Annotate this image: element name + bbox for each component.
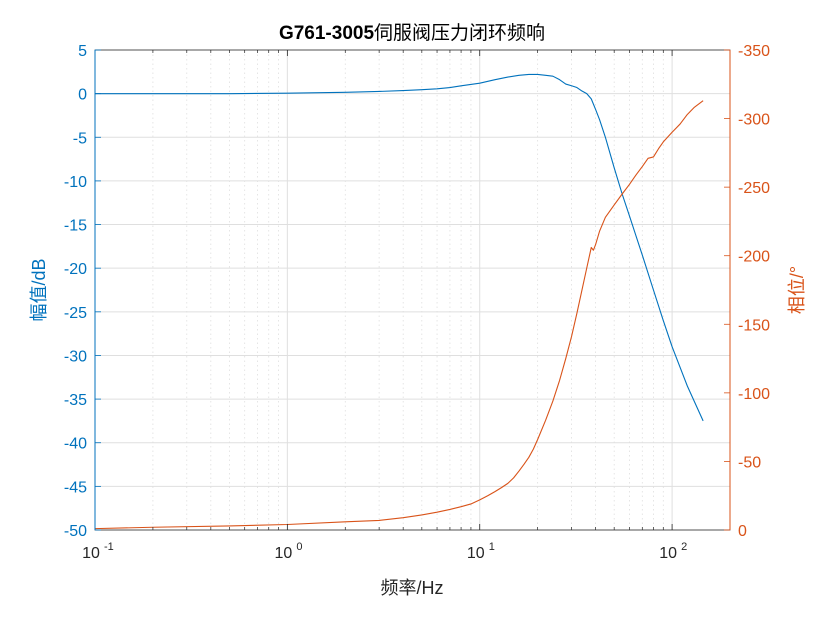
y-axis-label-right: 相位/° — [787, 266, 807, 314]
y-right-tick-label: -150 — [738, 317, 770, 334]
y-left-tick-label: -25 — [64, 305, 87, 322]
y-left-tick-label: -50 — [64, 523, 87, 540]
y-left-tick-label: -40 — [64, 436, 87, 453]
x-axis-label: 频率/Hz — [381, 578, 444, 598]
data-lines — [94, 73, 704, 530]
x-tick-exponent: 1 — [489, 541, 495, 553]
y-right-tick-label: -50 — [738, 454, 761, 471]
amplitude-series-line — [95, 73, 704, 422]
y-left-tick-label: -20 — [64, 261, 87, 278]
chart-title: G761-3005伺服阀压力闭环频响 — [279, 22, 545, 44]
x-tick-label: 10 — [274, 545, 292, 562]
y-left-tick-label: -30 — [64, 348, 87, 365]
plot-background — [95, 50, 730, 530]
y-right-tick-label: -100 — [738, 386, 770, 403]
axis-ticks — [94, 49, 731, 531]
y-left-tick-label: -5 — [73, 130, 87, 147]
y-left-tick-label: -10 — [64, 174, 87, 191]
x-tick-exponent: 2 — [681, 541, 687, 553]
tick-labels: 10 -1 10 0 10 1 10 2 5 0 -5 -10 -15 -20 -25 -30 -35 -40 -4… — [64, 43, 770, 562]
y-right-tick-label: -200 — [738, 249, 770, 266]
y-left-tick-label: -15 — [64, 218, 87, 235]
x-tick-exponent: -1 — [104, 541, 114, 553]
chart-title-bold: G761-3005 — [279, 23, 375, 44]
y-axis-label-left: 幅值/dB — [29, 258, 49, 321]
x-tick-label: 10 — [659, 545, 677, 562]
y-left-tick-label: -35 — [64, 392, 87, 409]
y-right-tick-label: -250 — [738, 180, 770, 197]
y-left-tick-label: 0 — [78, 87, 87, 104]
grid-lines — [94, 50, 730, 530]
x-tick-label: 10 — [82, 545, 100, 562]
chart-title-rest: 伺服阀压力闭环频响 — [374, 22, 545, 44]
x-tick-label: 10 — [467, 545, 485, 562]
y-right-tick-label: 0 — [738, 523, 747, 540]
y-left-tick-label: 5 — [78, 43, 87, 60]
y-right-tick-label: -350 — [738, 43, 770, 60]
phase-series-line — [94, 100, 704, 530]
y-right-tick-label: -300 — [738, 112, 770, 129]
y-left-tick-label: -45 — [64, 479, 87, 496]
x-tick-exponent: 0 — [296, 541, 302, 553]
